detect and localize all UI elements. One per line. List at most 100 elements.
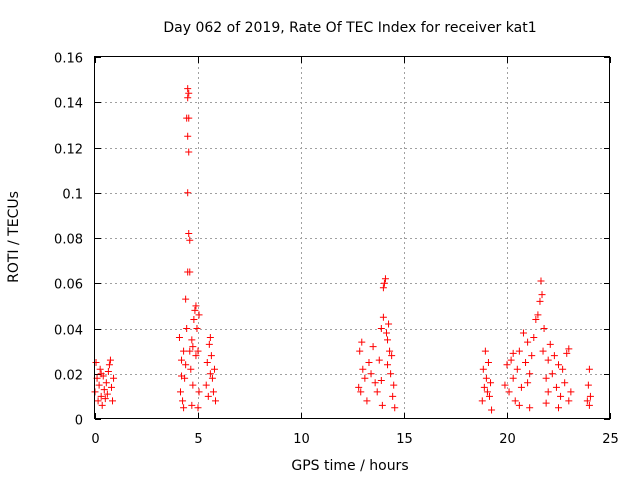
data-point [107,383,115,391]
data-point [522,358,530,366]
data-point [185,89,193,97]
data-point [487,379,495,387]
data-point [567,388,575,396]
data-point [542,374,550,382]
data-point [561,379,569,387]
data-point [379,284,387,292]
data-point [183,114,191,122]
x-tick-label: 5 [194,432,202,447]
data-point [175,334,183,342]
data-point [542,399,550,407]
data-point [184,189,192,197]
data-point [105,361,113,369]
data-point [185,229,193,237]
data-point [536,297,544,305]
data-point [552,383,560,391]
data-point [206,334,214,342]
data-point [186,347,194,355]
data-point [192,352,200,360]
data-point [546,340,554,348]
data-point [385,320,393,328]
y-axis-label: ROTI / TECUs [6,191,22,283]
data-point [559,365,567,373]
grid-lines [95,57,610,419]
data-point [208,374,216,382]
data-point [179,397,187,405]
data-point [565,397,573,405]
data-point [104,367,112,375]
data-point [106,356,114,364]
data-point [526,404,534,412]
data-point [100,386,108,394]
x-tick-label: 0 [91,432,99,447]
data-point [519,329,527,337]
data-point [98,401,106,409]
data-point [195,388,203,396]
data-point [583,397,591,405]
data-point [178,356,186,364]
x-tick-label: 10 [293,432,310,447]
data-point [390,381,398,389]
data-point [503,361,511,369]
data-point [188,401,196,409]
axis-ticks [95,57,611,420]
data-point [586,392,594,400]
data-point [526,370,534,378]
data-point [205,340,213,348]
data-point [484,358,492,366]
data-point [563,349,571,357]
y-tick-label: 0.12 [54,143,83,158]
data-point [355,383,363,391]
data-point [585,401,593,409]
data-point [185,148,193,156]
data-point [501,381,509,389]
data-point [377,325,385,332]
data-point [388,352,396,360]
data-point [387,370,395,378]
data-point [524,379,532,387]
data-point [550,352,558,360]
y-tick-label: 0.06 [54,278,83,293]
data-point [537,277,545,285]
data-point [194,347,202,355]
data-point [515,347,523,355]
data-point [207,352,215,360]
data-point [367,370,375,378]
data-point [565,345,573,353]
data-point [110,374,118,382]
data-point [361,374,369,382]
data-point [483,388,491,396]
y-tick-label: 0.08 [54,233,83,248]
y-tick-label: 0.04 [54,324,83,339]
data-point [517,383,525,391]
data-point [210,365,218,373]
x-tick-label: 20 [499,432,516,447]
data-point [176,388,184,396]
data-point [182,361,190,369]
x-tick-label: 25 [602,432,619,447]
data-point [358,338,366,346]
data-point [356,347,364,355]
data-point [509,349,517,357]
data-point [538,291,546,299]
data-point [544,388,552,396]
data-point [357,388,365,396]
data-point [479,365,487,373]
data-point [555,404,562,412]
data-point [528,352,536,360]
data-point [379,313,387,321]
x-tick-labels: 0 5 10 15 20 25 [91,432,618,447]
y-tick-label: 0.02 [54,369,83,384]
data-point [359,365,367,373]
data-point [534,311,542,319]
data-point [584,381,592,389]
data-point [203,358,211,366]
data-point [391,404,399,412]
data-point [505,388,513,396]
x-tick-label: 15 [396,432,413,447]
data-point [184,85,192,93]
data-point [96,365,104,373]
data-point [375,356,383,364]
data-point [194,404,202,412]
data-point [544,356,552,364]
